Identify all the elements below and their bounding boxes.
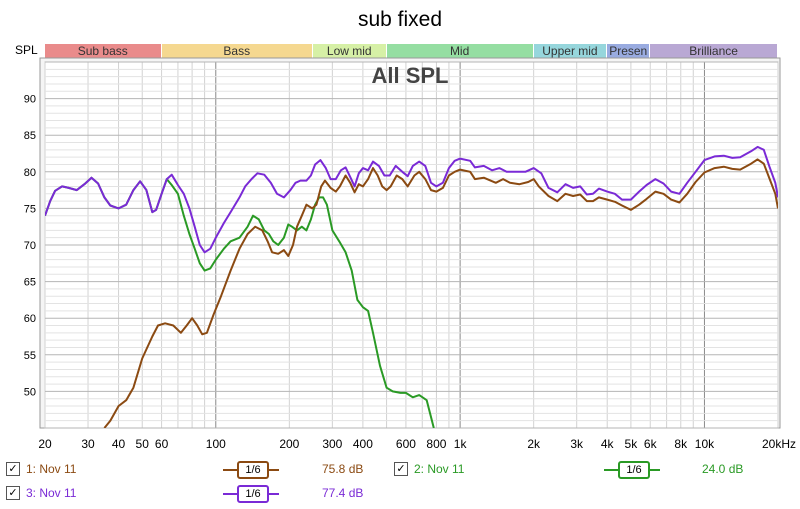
y-tick-label: 75 — [24, 203, 36, 215]
window-title: sub fixed — [357, 8, 443, 31]
legend-line-swatch[interactable]: 1/6 — [223, 461, 279, 479]
legend-series-name: 2: Nov 11 — [414, 462, 465, 476]
band-upper-mid: Upper mid — [533, 44, 608, 58]
band-low-mid: Low mid — [313, 44, 387, 58]
smoothing-label: 1/6 — [237, 461, 269, 479]
legend-checkbox-3[interactable]: ✓ — [6, 486, 20, 500]
x-tick-label: 300 — [322, 437, 342, 451]
x-tick-label: 600 — [396, 437, 416, 451]
band-brilliance: Brilliance — [650, 44, 778, 58]
smoothing-label: 1/6 — [237, 485, 269, 503]
legend-checkbox-1[interactable]: ✓ — [6, 462, 20, 476]
band-bass: Bass — [161, 44, 313, 58]
frequency-band-bar: Sub bass Bass Low mid Mid Upper mid Presen Bri… — [45, 44, 778, 58]
x-tick-label: 30 — [81, 437, 95, 451]
x-tick-label: 200 — [279, 437, 299, 451]
x-tick-label: 5k — [625, 437, 639, 451]
x-tick-label: 40 — [112, 437, 126, 451]
band-mid: Mid — [386, 44, 534, 58]
band-sub-bass: Sub bass — [45, 44, 162, 58]
legend-level-value: 24.0 dB — [702, 462, 744, 476]
y-unit-label: SPL — [15, 43, 38, 57]
x-tick-label: 2k — [527, 437, 541, 451]
x-tick-label: 3k — [570, 437, 584, 451]
x-tick-label: 800 — [426, 437, 446, 451]
x-tick-label: 100 — [206, 437, 226, 451]
spl-chart[interactable]: 50 55 60 65 70 75 80 85 90 20 30 40 50 60 100 200 300 400… — [0, 0, 800, 460]
legend-level-value: 75.8 dB — [322, 462, 364, 476]
chart-title: All SPL — [371, 63, 448, 88]
y-tick-label: 60 — [24, 313, 36, 325]
series-line-3 — [45, 145, 778, 254]
y-tick-label: 55 — [24, 350, 36, 362]
legend-series-name: 3: Nov 11 — [26, 486, 77, 500]
x-tick-label: 20 — [38, 437, 52, 451]
x-tick-label: 10k — [695, 437, 715, 451]
x-tick-label: 400 — [353, 437, 373, 451]
x-tick-label: 6k — [644, 437, 658, 451]
legend-checkbox-2[interactable]: ✓ — [394, 462, 408, 476]
x-tick-label: 1k — [454, 437, 468, 451]
x-tick-label: 4k — [601, 437, 615, 451]
legend-line-swatch[interactable]: 1/6 — [604, 461, 660, 479]
legend-line-swatch[interactable]: 1/6 — [223, 485, 279, 503]
legend-series-name: 1: Nov 11 — [26, 462, 77, 476]
band-presen: Presen — [607, 44, 651, 58]
y-tick-label: 65 — [24, 277, 36, 289]
series-line-1 — [103, 158, 778, 428]
y-tick-label: 85 — [24, 130, 36, 142]
x-tick-label: 60 — [155, 437, 169, 451]
x-tick-label: 20kHz — [762, 437, 796, 451]
smoothing-label: 1/6 — [618, 461, 650, 479]
y-tick-label: 90 — [24, 94, 36, 106]
legend-entry-2: ✓ 2: Nov 11 1/6 24.0 dB — [394, 461, 774, 479]
x-tick-label: 50 — [136, 437, 150, 451]
legend-level-value: 77.4 dB — [322, 486, 364, 500]
legend-entry-1: ✓ 1: Nov 11 1/6 75.8 dB — [6, 461, 386, 479]
y-tick-label: 80 — [24, 167, 36, 179]
y-tick-label: 70 — [24, 240, 36, 252]
legend-entry-3: ✓ 3: Nov 11 1/6 77.4 dB — [6, 485, 386, 503]
y-tick-label: 50 — [24, 386, 36, 398]
x-tick-label: 8k — [674, 437, 688, 451]
